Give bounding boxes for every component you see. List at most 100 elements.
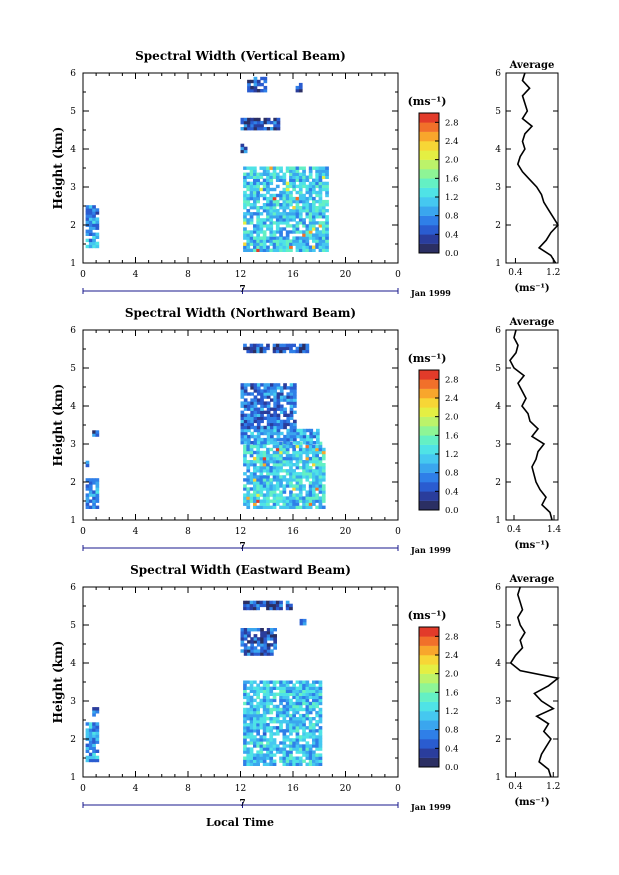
heatmap-cell xyxy=(312,178,316,182)
heatmap-cell xyxy=(325,239,329,243)
heatmap-cell xyxy=(299,431,304,436)
heatmap-cell xyxy=(289,224,293,228)
heatmap-cell xyxy=(325,187,329,192)
heatmap-cell xyxy=(283,422,287,427)
heatmap-cell xyxy=(302,622,307,626)
heatmap-cell xyxy=(282,193,287,198)
heatmap-cell xyxy=(266,395,271,399)
average-y-tick-label: 2 xyxy=(495,478,501,488)
heatmap-cell xyxy=(295,707,300,712)
heatmap-cell xyxy=(279,447,283,452)
heatmap-cell xyxy=(269,600,274,605)
heatmap-cell xyxy=(285,744,290,748)
heatmap-cell xyxy=(262,242,267,246)
heatmap-cell xyxy=(88,481,93,485)
y-tick-label: 4 xyxy=(70,402,76,412)
heatmap-cell xyxy=(88,478,93,482)
heatmap-cell xyxy=(315,756,319,760)
heatmap-cell xyxy=(266,456,270,461)
heatmap-cell xyxy=(262,496,267,500)
heatmap-cell xyxy=(282,759,287,763)
heatmap-cell xyxy=(276,434,281,439)
heatmap-cell xyxy=(298,178,303,182)
average-y-tick-label: 5 xyxy=(495,621,501,631)
heatmap-cell xyxy=(305,453,310,458)
heatmap-cell xyxy=(312,196,316,201)
heatmap-cell xyxy=(285,683,290,687)
heatmap-cell xyxy=(302,726,306,730)
colorbar-tick-label: 0.4 xyxy=(445,487,459,497)
heatmap-cell xyxy=(312,463,316,467)
heatmap-cell xyxy=(273,634,277,638)
heatmap-cell xyxy=(250,127,254,131)
heatmap-cell xyxy=(243,146,248,151)
heatmap-cell xyxy=(256,117,261,122)
heatmap-cell xyxy=(298,196,303,201)
heatmap-cell xyxy=(298,692,303,696)
heatmap-cell xyxy=(92,707,96,711)
heatmap-cell xyxy=(259,701,264,706)
heatmap-cell xyxy=(249,713,254,718)
heatmap-cell xyxy=(247,407,251,411)
heatmap-cell xyxy=(272,346,277,351)
heatmap-cell xyxy=(270,428,274,433)
heatmap-cell xyxy=(259,487,264,491)
heatmap-cell xyxy=(279,481,283,485)
heatmap-cell xyxy=(266,710,270,715)
heatmap-cell xyxy=(275,184,280,189)
heatmap-cell xyxy=(318,245,323,249)
heatmap-cell xyxy=(293,410,297,414)
heatmap-cell xyxy=(272,166,277,170)
heatmap-cell xyxy=(312,735,316,739)
heatmap-cell xyxy=(279,603,283,608)
heatmap-cell xyxy=(250,398,254,402)
heatmap-cell xyxy=(250,383,254,387)
heatmap-cell xyxy=(305,475,310,479)
heatmap-cell xyxy=(308,707,313,712)
heatmap-cell xyxy=(246,735,251,739)
heatmap-cell xyxy=(256,187,260,192)
heatmap-cell xyxy=(250,425,254,430)
heatmap-cell xyxy=(279,606,283,611)
heatmap-cell xyxy=(246,239,251,243)
heatmap-cell xyxy=(285,726,290,730)
heatmap-cell xyxy=(272,248,277,252)
heatmap-cell xyxy=(256,628,261,632)
heatmap-cell xyxy=(247,422,251,427)
heatmap-cell xyxy=(321,175,326,179)
heatmap-cell xyxy=(318,190,323,195)
heatmap-cell xyxy=(270,389,274,393)
heatmap-cell xyxy=(306,428,310,433)
heatmap-cell xyxy=(259,349,264,354)
heatmap-cell xyxy=(312,472,316,476)
heatmap-cell xyxy=(250,416,254,420)
heatmap-cell xyxy=(285,701,290,706)
heatmap-cell xyxy=(275,732,280,736)
heatmap-cell xyxy=(318,713,323,718)
heatmap-cell xyxy=(259,717,264,721)
heatmap-cell xyxy=(318,695,323,700)
heatmap-cell xyxy=(266,196,270,201)
heatmap-cell xyxy=(275,248,280,252)
heatmap-cell xyxy=(295,199,300,204)
heatmap-cell xyxy=(318,698,323,703)
heatmap-cell xyxy=(318,744,323,748)
heatmap-cell xyxy=(282,680,287,684)
heatmap-cell xyxy=(315,499,319,503)
average-y-tick-label: 6 xyxy=(495,583,501,593)
heatmap-cell xyxy=(289,698,293,703)
heatmap-cell xyxy=(266,698,270,703)
heatmap-cell xyxy=(263,416,268,420)
heatmap-cell xyxy=(272,692,277,696)
heatmap-cell xyxy=(253,628,258,632)
heatmap-cell xyxy=(289,481,293,485)
heatmap-cell xyxy=(243,117,248,122)
heatmap-cell xyxy=(312,744,316,748)
heatmap-cell xyxy=(273,123,277,128)
heatmap-cell xyxy=(266,181,270,186)
heatmap-cell xyxy=(292,463,296,467)
heatmap-cell xyxy=(266,481,270,485)
plot-frame xyxy=(82,72,399,264)
heatmap-cell xyxy=(246,212,251,216)
heatmap-cell xyxy=(250,79,254,84)
